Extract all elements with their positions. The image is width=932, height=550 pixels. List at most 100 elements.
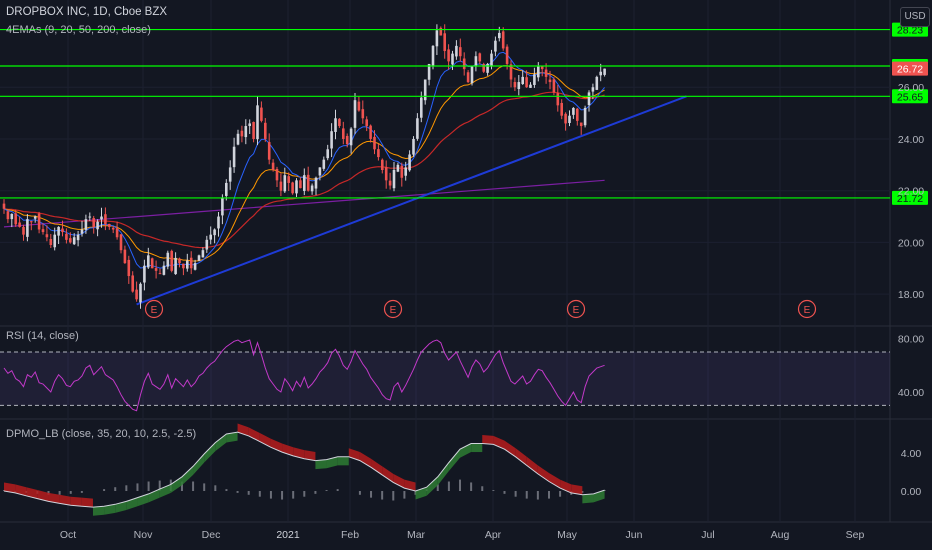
- candle-body: [2, 203, 6, 209]
- candle: [349, 127, 353, 154]
- dpmo-ribbon-segment: [404, 479, 416, 491]
- candle-body: [423, 79, 427, 101]
- candle: [318, 167, 322, 181]
- candle-body: [478, 53, 482, 62]
- candle: [455, 40, 458, 60]
- trendline[interactable]: [136, 95, 687, 306]
- y-tick-label: 24.00: [898, 134, 924, 146]
- earnings-marker-circle: [383, 299, 403, 319]
- dpmo-ribbon-segment: [448, 449, 461, 472]
- dpmo-ribbon-segment: [104, 504, 116, 515]
- candle-body: [529, 84, 532, 88]
- candle: [345, 133, 349, 148]
- earnings-marker-label: E: [804, 305, 811, 316]
- currency-button[interactable]: USD: [900, 7, 930, 27]
- dpmo-ribbon-segment: [148, 489, 160, 503]
- x-tick-label: Sep: [846, 529, 865, 541]
- uptrend-line[interactable]: [136, 95, 687, 306]
- dpmo-ribbon-segment: [4, 482, 16, 493]
- candle: [306, 166, 310, 192]
- candle-body: [283, 175, 287, 192]
- candle-body: [30, 221, 33, 223]
- candle-body: [595, 76, 599, 90]
- candle: [104, 207, 107, 231]
- support-price-label: 25.65: [897, 91, 923, 103]
- candle-body: [388, 180, 392, 186]
- candle: [37, 211, 41, 234]
- candle: [189, 251, 193, 275]
- candle-body: [322, 159, 326, 169]
- earnings-marker[interactable]: E: [383, 299, 403, 319]
- candle-body: [459, 47, 462, 57]
- candle-body: [123, 249, 127, 264]
- candle-body: [33, 216, 37, 219]
- candle: [6, 209, 10, 224]
- x-tick-label: Apr: [485, 529, 502, 541]
- ema-legend: 4EMAs (9, 20, 50, 200, close): [6, 24, 151, 36]
- candle-body: [108, 223, 111, 227]
- dpmo-ribbon-segment: [48, 492, 60, 504]
- candle: [283, 167, 287, 193]
- dpmo-ribbon-segment: [293, 447, 305, 459]
- candle: [213, 228, 216, 244]
- candle-body: [455, 45, 458, 57]
- candle: [143, 259, 146, 291]
- candle: [396, 162, 400, 173]
- candle-body: [80, 229, 84, 234]
- rsi-series: [3, 339, 605, 412]
- candle: [244, 119, 248, 145]
- candle-body: [443, 33, 446, 52]
- candle-body: [525, 77, 528, 88]
- candle-body: [299, 180, 302, 189]
- candle-body: [400, 165, 404, 178]
- candle-body: [451, 53, 454, 65]
- candle: [45, 225, 49, 242]
- candle-body: [267, 142, 271, 160]
- candle: [57, 226, 60, 245]
- candle: [603, 68, 606, 77]
- candle-body: [193, 263, 197, 270]
- candle-body: [14, 213, 17, 225]
- candle-body: [275, 168, 279, 181]
- candle: [267, 133, 271, 165]
- dpmo-ribbon-segment: [393, 473, 405, 489]
- candle-body: [119, 234, 123, 251]
- candle: [525, 70, 528, 88]
- rsi-y-tick-label: 80.00: [898, 334, 924, 346]
- candle: [369, 124, 372, 143]
- earnings-marker[interactable]: E: [566, 299, 586, 319]
- candle: [217, 212, 220, 237]
- candle-body: [404, 167, 407, 176]
- candle: [388, 172, 392, 190]
- dpmo-ribbon-segment: [426, 476, 438, 496]
- candle-body: [416, 118, 419, 139]
- candle: [201, 247, 205, 258]
- candle: [108, 223, 111, 230]
- candle-body: [576, 108, 579, 121]
- candle-body: [326, 149, 329, 159]
- rsi-pane: [0, 339, 890, 412]
- dpmo-ribbon-segment: [248, 427, 260, 442]
- earnings-marker[interactable]: E: [144, 299, 164, 319]
- candle-body: [166, 252, 170, 267]
- candle: [416, 113, 419, 141]
- candle-body: [498, 32, 501, 39]
- earnings-marker-label: E: [390, 305, 397, 316]
- candle: [197, 254, 201, 262]
- y-tick-label: 22.00: [898, 186, 924, 198]
- candle-body: [248, 123, 251, 127]
- dpmo-ribbon-segment: [471, 443, 483, 453]
- candle-body: [69, 238, 72, 243]
- dpmo-ribbon-segment: [193, 453, 205, 475]
- candle-body: [53, 234, 56, 248]
- candle-body: [435, 30, 439, 47]
- earnings-marker[interactable]: E: [797, 299, 817, 319]
- candle: [232, 137, 236, 173]
- candle: [127, 255, 131, 284]
- candle: [560, 99, 563, 120]
- earnings-marker-circle: [797, 299, 817, 319]
- dpmo-y-tick-label: 0.00: [901, 486, 922, 498]
- candle: [486, 62, 489, 76]
